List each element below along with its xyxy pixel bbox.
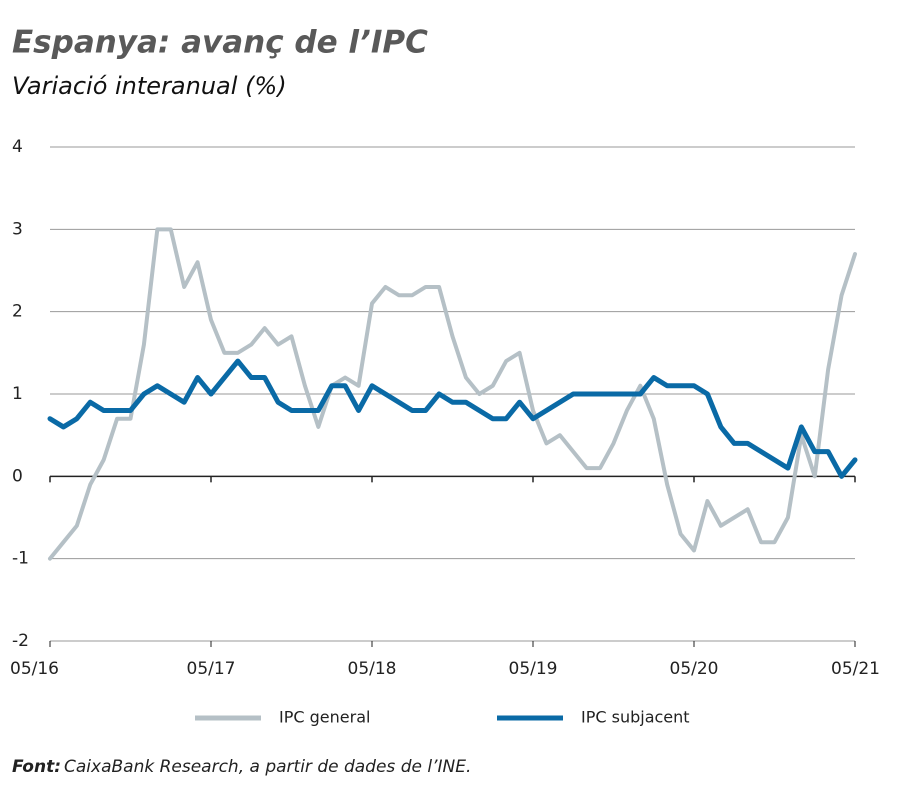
- x-tick-label: 05/21: [831, 659, 880, 679]
- series-line: [48, 227, 857, 561]
- x-tick-label: 05/18: [348, 659, 397, 679]
- source-text: CaixaBank Research, a partir de dades de…: [64, 757, 471, 777]
- series-line: [47, 358, 858, 479]
- x-tick-label: 05/19: [509, 659, 558, 679]
- x-tick-label: 05/20: [670, 659, 719, 679]
- y-tick-label: 1: [12, 384, 23, 404]
- x-tick-label: 05/16: [10, 659, 59, 679]
- y-tick-label: -2: [12, 631, 29, 651]
- y-tick-label: -1: [12, 549, 29, 569]
- y-tick-label: 3: [12, 219, 23, 239]
- y-tick-label: 2: [12, 302, 23, 322]
- x-tick-label: 05/17: [187, 659, 236, 679]
- legend-label: IPC subjacent: [581, 708, 690, 727]
- y-tick-label: 4: [12, 137, 23, 157]
- chart-subtitle: Variació interanual (%): [12, 72, 287, 100]
- source-label: Font:: [12, 757, 61, 777]
- y-tick-label: 0: [12, 466, 23, 486]
- legend-label: IPC general: [279, 708, 370, 727]
- chart-title: Espanya: avanç de l’IPC: [12, 25, 428, 61]
